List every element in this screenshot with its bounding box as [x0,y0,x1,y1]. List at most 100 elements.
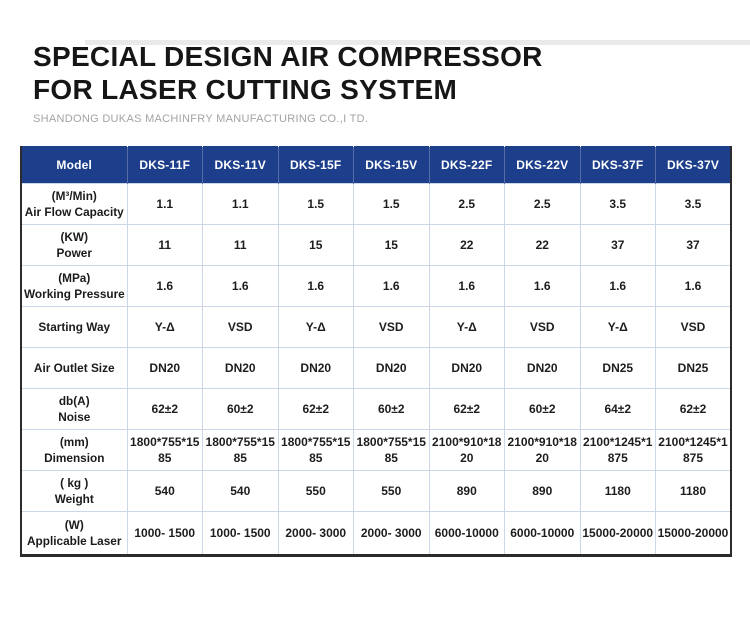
table-row: (MPa) Working Pressure 1.6 1.6 1.6 1.6 1.6 1.6 1… [20,265,732,308]
row-unit: (M³/Min) [51,188,97,203]
row-name: Weight [54,492,94,507]
row-label: Air Outlet Size [20,347,128,390]
spec-value-cell: 540 [202,470,279,513]
spec-value-cell: 2.5 [504,183,581,226]
spec-table-head: Model DKS-11F DKS-11V DKS-15F DKS-15V DKS-22F… [21,146,731,184]
spec-value-cell: 2000- 3000 [277,511,354,557]
table-row: (M³/Min) Air Flow Capacity 1.1 1.1 1.5 1.5 2.5… [20,183,732,226]
model-name-header: DKS-11V [202,146,279,184]
row-label: (M³/Min) Air Flow Capacity [20,183,128,226]
table-row: Air Outlet Size DN20 DN20 DN20 DN20 DN20 DN20 D… [20,347,732,390]
spec-value-cell: 62±2 [428,388,505,431]
spec-value-cell: 62±2 [655,388,732,431]
spec-value-cell: 1.6 [655,265,732,308]
spec-value-cell: Y-Δ [277,306,354,349]
spec-value-cell: 1800*755*1585 [126,429,203,472]
spec-value-cell: 1.6 [428,265,505,308]
spec-value-cell: 1.6 [126,265,203,308]
spec-value-cell: Y-Δ [126,306,203,349]
top-gray-strip [85,40,750,45]
row-name: Air Outlet Size [33,360,115,375]
spec-value-cell: 1800*755*1585 [353,429,430,472]
model-name-header: DKS-11F [127,146,203,184]
spec-value-cell: 2000- 3000 [353,511,430,557]
row-label: (W) Applicable Laser [20,511,128,557]
spec-value-cell: 2100*1245*1875 [579,429,656,472]
model-name-header: DKS-15F [278,146,354,184]
spec-value-cell: 1.1 [202,183,279,226]
spec-value-cell: DN20 [277,347,354,390]
spec-value-cell: DN20 [353,347,430,390]
spec-value-cell: 60±2 [202,388,279,431]
spec-value-cell: 11 [126,224,203,267]
row-name: Air Flow Capacity [24,205,124,220]
spec-value-cell: 15000-20000 [655,511,732,557]
spec-value-cell: 15 [353,224,430,267]
spec-value-cell: 60±2 [504,388,581,431]
row-name: Applicable Laser [27,534,122,549]
row-unit: (mm) [59,434,89,449]
spec-value-cell: 6000-10000 [428,511,505,557]
model-name-header: DKS-37V [655,146,731,184]
spec-value-cell: VSD [353,306,430,349]
model-name-header: DKS-37F [580,146,656,184]
row-unit: (W) [64,517,84,532]
spec-value-cell: Y-Δ [428,306,505,349]
row-unit: (MPa) [58,270,91,285]
spec-value-cell: 1.6 [504,265,581,308]
model-name-header: DKS-15V [353,146,430,184]
page-title-line2: FOR LASER CUTTING SYSTEM [33,74,458,106]
table-row: (W) Applicable Laser 1000- 1500 1000- 1500 2… [20,511,732,557]
spec-value-cell: DN20 [126,347,203,390]
spec-value-cell: 2.5 [428,183,505,226]
spec-value-cell: 37 [655,224,732,267]
page-title: SPECIAL DESIGN AIR COMPRESSOR FOR LASER … [33,40,750,106]
model-name-header: DKS-22F [429,146,505,184]
table-row: (KW) Power 11 11 15 15 22 22 37 37 [20,224,732,267]
spec-value-cell: DN25 [579,347,656,390]
spec-value-cell: 1800*755*1585 [277,429,354,472]
header-row: Model DKS-11F DKS-11V DKS-15F DKS-15V DKS-22F… [21,146,731,184]
spec-value-cell: 6000-10000 [504,511,581,557]
table-row: db(A) Noise 62±2 60±2 62±2 60±2 62±2 60±2 64±2 62… [20,388,732,431]
spec-value-cell: 1.6 [277,265,354,308]
spec-value-cell: 1180 [655,470,732,513]
model-name-header: DKS-22V [504,146,581,184]
spec-value-cell: 550 [277,470,354,513]
model-column-header: Model [21,146,128,184]
page-title-line1: SPECIAL DESIGN AIR COMPRESSOR [33,41,543,72]
page-header: SPECIAL DESIGN AIR COMPRESSOR FOR LASER … [33,40,750,125]
spec-value-cell: 62±2 [126,388,203,431]
spec-value-cell: 1180 [579,470,656,513]
spec-value-cell: 550 [353,470,430,513]
row-label: Starting Way [20,306,128,349]
spec-value-cell: 3.5 [655,183,732,226]
spec-value-cell: 62±2 [277,388,354,431]
spec-value-cell: 1000- 1500 [202,511,279,557]
spec-value-cell: 1800*755*1585 [202,429,279,472]
spec-value-cell: 15 [277,224,354,267]
row-name: Working Pressure [24,287,125,302]
row-name: Noise [58,410,91,425]
spec-value-cell: 22 [504,224,581,267]
spec-value-cell: 2100*910*1820 [428,429,505,472]
spec-value-cell: VSD [655,306,732,349]
spec-value-cell: DN20 [428,347,505,390]
spec-value-cell: 540 [126,470,203,513]
spec-value-cell: 60±2 [353,388,430,431]
spec-value-cell: 2100*910*1820 [504,429,581,472]
spec-value-cell: VSD [202,306,279,349]
row-label: (mm) Dimension [20,429,128,472]
spec-value-cell: 22 [428,224,505,267]
row-unit: db(A) [58,393,90,408]
row-unit: ( kg ) [60,475,89,490]
row-label: (KW) Power [20,224,128,267]
spec-value-cell: VSD [504,306,581,349]
spec-value-cell: 64±2 [579,388,656,431]
table-row: ( kg ) Weight 540 540 550 550 890 890 1180 1180 [20,470,732,513]
spec-value-cell: 1.6 [353,265,430,308]
spec-value-cell: 1.6 [579,265,656,308]
spec-value-cell: 1.6 [202,265,279,308]
spec-value-cell: 1000- 1500 [126,511,203,557]
spec-value-cell: DN25 [655,347,732,390]
